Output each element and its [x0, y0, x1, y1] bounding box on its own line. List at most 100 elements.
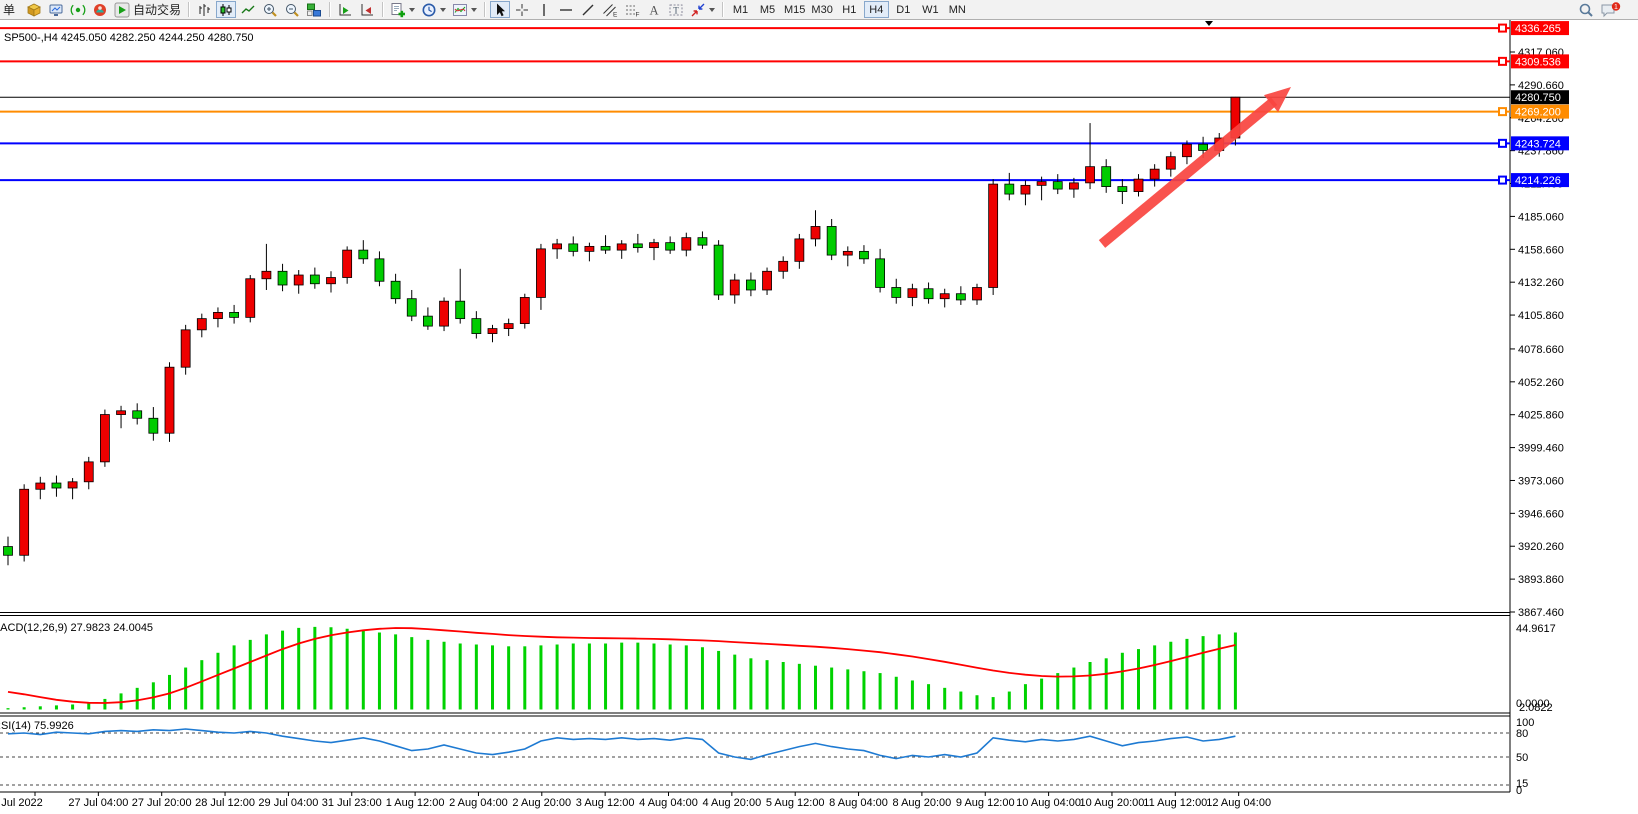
arrow-objects-button[interactable]: [688, 1, 717, 18]
candle-body: [665, 242, 676, 251]
price-badge-label: 4309.536: [1515, 56, 1561, 68]
candle-body: [309, 274, 320, 285]
candle-body: [439, 300, 449, 327]
candle-body: [1004, 183, 1015, 195]
candle-body: [842, 250, 853, 256]
chart-plot-area[interactable]: [0, 20, 1638, 814]
time-tick-label: 8 Aug 20:00: [893, 797, 952, 809]
level-line-handle[interactable]: [1498, 175, 1507, 185]
time-tick-label: 12 Aug 04:00: [1206, 797, 1271, 809]
vertical-line-tool-button[interactable]: [534, 1, 554, 18]
timeframe-button-m15[interactable]: M15: [784, 3, 806, 16]
candle-body: [729, 279, 740, 296]
chart-shift-marker[interactable]: [1205, 21, 1213, 26]
macd-scale-min: 2.0822: [1519, 702, 1553, 714]
time-axis[interactable]: Jul 2022 27 Jul 04:00 27 Jul 20:00 28 Jul 1…: [1, 792, 1271, 809]
timeframe-button-mn[interactable]: MN: [948, 3, 966, 16]
level-line-handle[interactable]: [1498, 107, 1507, 117]
chevron-down-icon[interactable]: [440, 7, 447, 12]
line-chart-icon: [240, 2, 256, 18]
order-box-button[interactable]: [24, 1, 44, 18]
community-button[interactable]: [90, 1, 110, 18]
auto-scroll-button[interactable]: [335, 1, 355, 18]
candle-body: [955, 293, 966, 301]
text-label-tool-button[interactable]: T: [666, 1, 686, 18]
time-tick-label: 4 Aug 20:00: [702, 797, 761, 809]
bar-chart-button[interactable]: [194, 1, 214, 18]
arrow-objects-icon: [690, 2, 706, 18]
candle-body: [1069, 182, 1079, 190]
price-tick-label: 4158.660: [1518, 244, 1564, 256]
chevron-down-icon[interactable]: [409, 7, 416, 12]
annotation-arrow[interactable]: [1098, 87, 1291, 248]
candle-body: [649, 242, 659, 249]
price-tick-label: 3946.660: [1518, 508, 1564, 520]
search-button[interactable]: [1576, 1, 1596, 18]
price-badge-label: 4269.200: [1515, 107, 1561, 119]
candle-body: [277, 270, 288, 286]
text-tool-button[interactable]: A: [644, 1, 664, 18]
panel-dividers[interactable]: [0, 611, 1510, 717]
candle-body: [293, 274, 304, 286]
zoom-out-button[interactable]: [282, 1, 302, 18]
auto-scroll-icon: [337, 2, 353, 18]
price-tick-label: 4132.260: [1518, 277, 1564, 289]
chart-shift-button[interactable]: [357, 1, 377, 18]
notifications-button[interactable]: 1: [1598, 1, 1624, 18]
candlestick-chart-button[interactable]: [216, 1, 237, 18]
timeframe-button-d1[interactable]: D1: [896, 3, 911, 16]
equidistant-channel-icon: E: [602, 2, 618, 18]
fibonacci-tool-button[interactable]: F: [622, 1, 642, 18]
candle-body: [358, 249, 369, 260]
community-icon: [92, 2, 108, 18]
channel-tool-button[interactable]: E: [600, 1, 620, 18]
candle-body: [568, 243, 579, 252]
timeframe-button-h4[interactable]: H4: [863, 1, 889, 18]
vertical-line-icon: [536, 2, 552, 18]
new-order-button-fragment[interactable]: 单: [1, 1, 22, 18]
svg-text:F: F: [636, 11, 640, 18]
rsi-scale-100: 100: [1516, 717, 1534, 729]
chevron-down-icon[interactable]: [471, 7, 478, 12]
candle-body: [875, 258, 885, 288]
autotrade-button[interactable]: 自动交易: [112, 1, 183, 18]
candlestick-icon: [218, 2, 234, 18]
timeframe-button-m1[interactable]: M1: [732, 3, 749, 16]
crosshair-tool-button[interactable]: [512, 1, 532, 18]
trendline-tool-button[interactable]: [578, 1, 598, 18]
horizontal-line-tool-button[interactable]: [556, 1, 576, 18]
rsi-scale-15: 15: [1516, 778, 1528, 790]
time-tick-label: 2 Aug 20:00: [512, 797, 571, 809]
indicators-button[interactable]: [450, 1, 479, 18]
timeframe-button-m5[interactable]: M5: [759, 3, 776, 16]
candle-body: [859, 250, 869, 260]
level-line-handle[interactable]: [1498, 138, 1507, 148]
price-tick-label: 4025.860: [1518, 410, 1564, 422]
candle-body: [1117, 186, 1128, 192]
time-tick-label: 5 Aug 12:00: [766, 797, 825, 809]
periods-button[interactable]: [419, 1, 448, 18]
level-line-handle[interactable]: [1498, 56, 1507, 66]
timeframe-button-w1[interactable]: W1: [922, 3, 939, 16]
price-tick-label: 4105.860: [1518, 310, 1564, 322]
candle-body: [35, 482, 46, 490]
time-tick-label: 2 Aug 04:00: [449, 797, 508, 809]
time-tick-label: 31 Jul 23:00: [322, 797, 382, 809]
candle-body: [1182, 143, 1192, 158]
signals-button[interactable]: [68, 1, 88, 18]
level-line-handle[interactable]: [1498, 23, 1507, 33]
new-chart-button[interactable]: [388, 1, 417, 18]
timeframe-button-h1[interactable]: H1: [842, 3, 857, 16]
chevron-down-icon[interactable]: [709, 7, 716, 12]
timeframe-button-m30[interactable]: M30: [811, 3, 833, 16]
market-watch-button[interactable]: [46, 1, 66, 18]
candle-body: [1036, 181, 1047, 186]
line-chart-button[interactable]: [238, 1, 258, 18]
price-badge-label: 4243.724: [1515, 138, 1561, 150]
tile-windows-button[interactable]: [304, 1, 324, 18]
time-tick-label: 9 Aug 12:00: [956, 797, 1015, 809]
cursor-tool-button[interactable]: [490, 1, 511, 18]
zoom-in-button[interactable]: [260, 1, 280, 18]
price-badge-label: 4280.750: [1515, 92, 1561, 104]
